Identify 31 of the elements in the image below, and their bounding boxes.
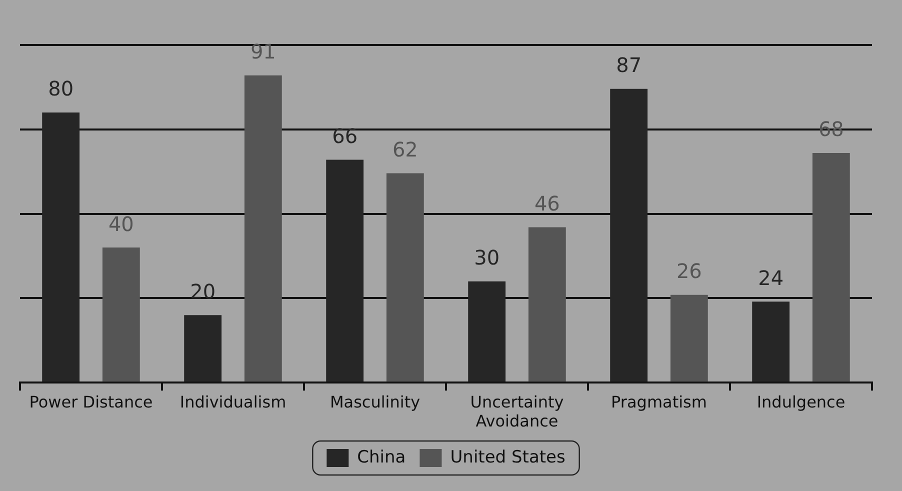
bar [528,227,566,382]
legend-label: China [357,447,406,468]
bar [42,112,80,382]
data-label: 62 [392,137,418,162]
bar [244,75,282,382]
data-label: 26 [676,259,702,284]
bar [102,248,140,382]
x-tick-label: Indulgence [756,392,846,412]
data-label: 46 [534,192,560,216]
data-label: 24 [758,266,784,290]
legend-label: United States [450,447,566,468]
data-label: 87 [616,53,642,78]
bar [752,302,790,382]
data-label: 20 [190,279,216,304]
bar [670,294,708,382]
x-tick-label: Power Distance [29,392,153,412]
x-tick-label: Individualism [180,392,286,412]
data-label: 80 [48,76,74,101]
bar [184,315,222,382]
bar [812,153,850,382]
x-tick-label: Masculinity [330,392,420,412]
bar [610,88,648,382]
bar [386,173,424,382]
bar [326,160,364,382]
x-tick-label: Uncertainty Avoidance [470,392,564,431]
data-label: 40 [108,212,134,236]
bar [468,281,506,382]
data-label: 30 [474,246,500,270]
data-label: 91 [250,40,276,64]
data-label: 66 [332,124,358,148]
x-tick-label: Pragmatism [611,392,707,412]
